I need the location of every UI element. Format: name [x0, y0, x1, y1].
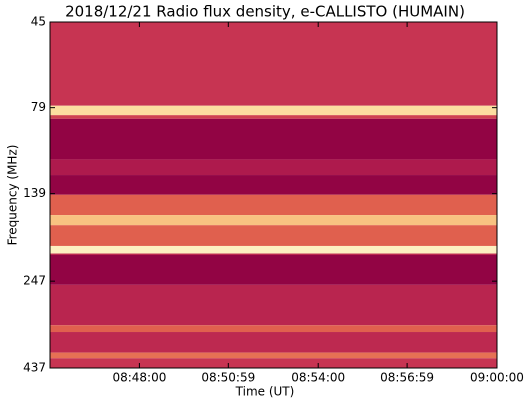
chart-title: 2018/12/21 Radio flux density, e-CALLIST… — [65, 3, 465, 21]
x-tick-label: 08:56:59 — [380, 371, 434, 385]
spectrum-band — [50, 253, 497, 256]
spectrum-band — [50, 105, 497, 116]
spectrum-band — [50, 325, 497, 333]
plot-frame — [49, 21, 498, 369]
spectrum-band — [50, 215, 497, 226]
spectrum-band — [50, 22, 497, 106]
y-axis-label: Frequency (MHz) — [6, 145, 20, 246]
spectrum-band — [50, 118, 497, 160]
spectrum-band — [50, 245, 497, 254]
y-tick-label: 139 — [23, 186, 46, 200]
spectrum-band — [50, 159, 497, 176]
spectrum-band — [50, 358, 497, 368]
spectrum-band — [50, 115, 497, 119]
x-tick-label: 08:48:00 — [112, 371, 166, 385]
y-tick-label: 437 — [23, 361, 46, 375]
y-tick-label: 247 — [23, 274, 46, 288]
x-axis-label: Time (UT) — [235, 385, 295, 399]
x-tick-label: 08:50:59 — [201, 371, 255, 385]
y-tick-label: 79 — [31, 100, 46, 114]
spectrum-band — [50, 225, 497, 246]
spectrum-band — [50, 332, 497, 353]
spectrum-band — [50, 175, 497, 195]
x-tick-label: 08:54:00 — [291, 371, 345, 385]
spectrum-band — [50, 194, 497, 216]
y-tick-label: 45 — [31, 15, 46, 29]
spectrum-band — [50, 352, 497, 359]
spectrum-band — [50, 284, 497, 326]
spectrum-band — [50, 255, 497, 285]
x-tick-label: 09:00:00 — [470, 371, 524, 385]
